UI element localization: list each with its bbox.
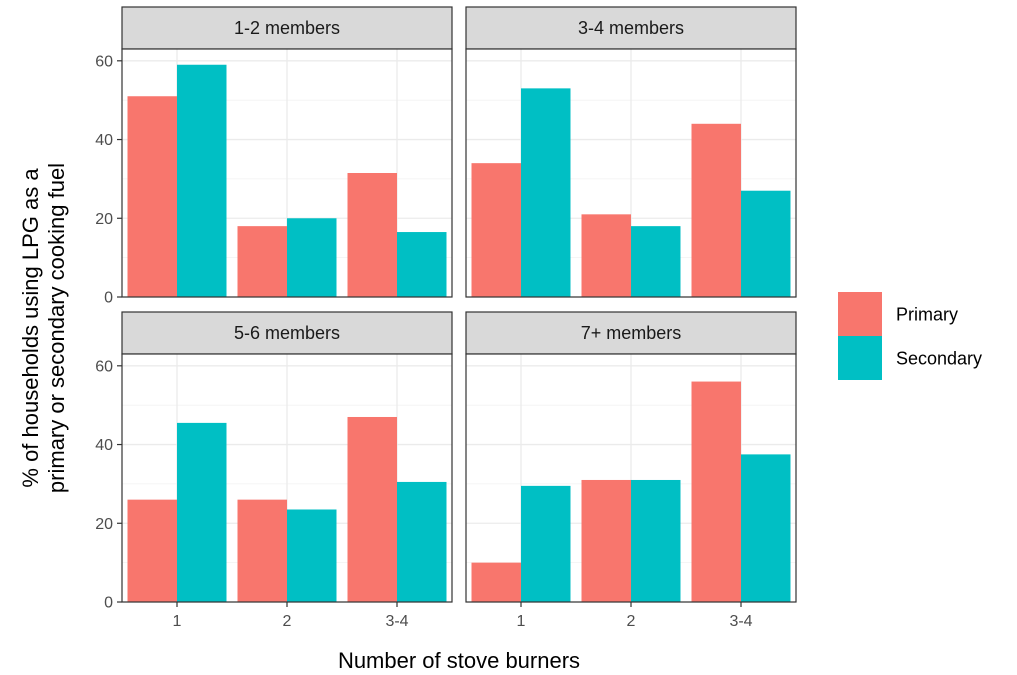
bar-primary-2 bbox=[237, 226, 287, 297]
y-tick-label: 40 bbox=[95, 132, 113, 149]
bar-primary-2 bbox=[581, 214, 631, 297]
y-tick-label: 20 bbox=[95, 211, 113, 228]
bar-primary-1 bbox=[127, 499, 177, 602]
legend-label-secondary: Secondary bbox=[896, 349, 982, 369]
x-tick-label: 3-4 bbox=[729, 613, 752, 630]
y-axis-title-line-1: % of households using LPG as a bbox=[18, 168, 43, 488]
panel-title: 5-6 members bbox=[234, 323, 340, 343]
bar-secondary-2 bbox=[631, 226, 681, 297]
x-tick-label: 1 bbox=[173, 613, 182, 630]
panel-strip bbox=[121, 311, 453, 355]
bar-secondary-3-4 bbox=[741, 190, 791, 297]
panel-2: 3-4 members bbox=[465, 6, 797, 298]
panel-3: 5-6 members 0 20 40 60 1 2 3-4 bbox=[95, 311, 453, 630]
y-tick-label: 60 bbox=[95, 53, 113, 70]
bar-secondary-2 bbox=[631, 479, 681, 602]
panel-title: 7+ members bbox=[581, 323, 682, 343]
y-tick-label: 0 bbox=[104, 595, 113, 612]
bar-secondary-1 bbox=[521, 88, 571, 297]
panel-title: 1-2 members bbox=[234, 18, 340, 38]
bar-primary-3-4 bbox=[691, 381, 741, 602]
bar-secondary-1 bbox=[177, 422, 227, 602]
panel-border bbox=[465, 48, 797, 298]
panel-strip bbox=[465, 311, 797, 355]
y-tick-label: 20 bbox=[95, 516, 113, 533]
y-tick-label: 40 bbox=[95, 437, 113, 454]
panel-1: 1-2 members 0 20 40 60 bbox=[95, 6, 453, 307]
panel-strip bbox=[121, 6, 453, 50]
x-tick-label: 1 bbox=[517, 613, 526, 630]
panel-strip bbox=[465, 6, 797, 50]
bar-primary-2 bbox=[581, 479, 631, 602]
bar-primary-2 bbox=[237, 499, 287, 602]
bar-secondary-1 bbox=[521, 485, 571, 602]
bar-primary-3-4 bbox=[347, 173, 397, 297]
legend: Primary Secondary bbox=[838, 292, 982, 380]
bar-primary-1 bbox=[471, 562, 521, 602]
bar-primary-3-4 bbox=[347, 416, 397, 602]
bar-secondary-1 bbox=[177, 64, 227, 297]
bar-primary-3-4 bbox=[691, 123, 741, 298]
bar-secondary-2 bbox=[287, 509, 337, 602]
bar-secondary-3-4 bbox=[741, 454, 791, 602]
panel-4: 7+ members 1 2 3-4 bbox=[465, 311, 797, 630]
bar-primary-1 bbox=[127, 96, 177, 297]
legend-label-primary: Primary bbox=[896, 305, 958, 325]
legend-key-secondary bbox=[838, 336, 882, 380]
bar-secondary-3-4 bbox=[397, 481, 447, 602]
bar-secondary-3-4 bbox=[397, 232, 447, 297]
x-tick-label: 2 bbox=[627, 613, 636, 630]
x-tick-label: 2 bbox=[283, 613, 292, 630]
y-tick-label: 0 bbox=[104, 290, 113, 307]
bar-primary-1 bbox=[471, 163, 521, 297]
bar-secondary-2 bbox=[287, 218, 337, 297]
y-axis-title: % of households using LPG as a primary o… bbox=[18, 163, 69, 493]
legend-key-primary bbox=[838, 292, 882, 336]
x-axis-title: Number of stove burners bbox=[338, 648, 580, 673]
panel-border bbox=[121, 48, 453, 298]
y-axis-title-line-2: primary or secondary cooking fuel bbox=[44, 163, 69, 493]
y-tick-label: 60 bbox=[95, 358, 113, 375]
panel-title: 3-4 members bbox=[578, 18, 684, 38]
x-tick-label: 3-4 bbox=[385, 613, 408, 630]
